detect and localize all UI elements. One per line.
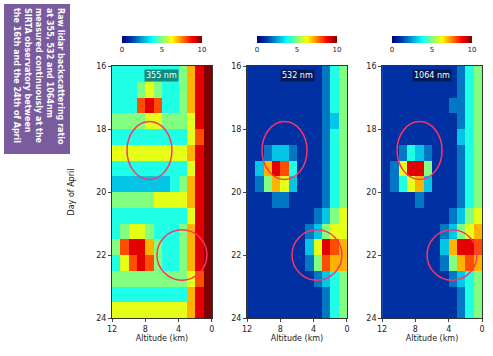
svg-text:18: 18 <box>96 125 106 134</box>
svg-text:24: 24 <box>231 314 241 323</box>
svg-text:Day of April: Day of April <box>67 169 76 216</box>
svg-text:0: 0 <box>390 46 394 54</box>
svg-text:16: 16 <box>96 62 106 71</box>
svg-text:24: 24 <box>366 314 376 323</box>
svg-text:1064 nm: 1064 nm <box>414 71 450 80</box>
svg-text:0: 0 <box>479 325 484 334</box>
svg-text:Altitude (km): Altitude (km) <box>271 334 323 343</box>
svg-text:20: 20 <box>96 188 106 197</box>
svg-text:4: 4 <box>176 325 181 334</box>
svg-text:355 nm: 355 nm <box>146 71 177 80</box>
svg-text:5: 5 <box>430 46 434 54</box>
svg-text:Altitude (km): Altitude (km) <box>136 334 188 343</box>
svg-text:24: 24 <box>96 314 106 323</box>
svg-text:4: 4 <box>311 325 316 334</box>
html-text:Raw lidar backscattering ratio: Raw lidar backscattering ratio at 355, 5… <box>12 8 65 145</box>
svg-text:18: 18 <box>231 125 241 134</box>
svg-text:0: 0 <box>209 325 214 334</box>
svg-text:20: 20 <box>231 188 241 197</box>
svg-text:20: 20 <box>366 188 376 197</box>
svg-text:16: 16 <box>231 62 241 71</box>
svg-text:22: 22 <box>96 251 106 260</box>
svg-text:18: 18 <box>366 125 376 134</box>
svg-text:5: 5 <box>295 46 299 54</box>
svg-text:10: 10 <box>333 46 342 54</box>
svg-text:0: 0 <box>344 325 349 334</box>
svg-text:12: 12 <box>377 325 387 334</box>
svg-text:22: 22 <box>231 251 241 260</box>
svg-text:532 nm: 532 nm <box>282 71 313 80</box>
svg-text:0: 0 <box>120 46 124 54</box>
svg-text:0: 0 <box>255 46 259 54</box>
svg-text:8: 8 <box>143 325 148 334</box>
svg-text:12: 12 <box>107 325 117 334</box>
svg-text:8: 8 <box>413 325 418 334</box>
svg-text:5: 5 <box>160 46 164 54</box>
svg-text:12: 12 <box>242 325 252 334</box>
svg-text:4: 4 <box>446 325 451 334</box>
svg-text:10: 10 <box>197 46 206 54</box>
svg-text:8: 8 <box>278 325 283 334</box>
svg-text:10: 10 <box>468 46 477 54</box>
svg-text:22: 22 <box>366 251 376 260</box>
svg-text:Altitude (km): Altitude (km) <box>406 334 458 343</box>
svg-text:16: 16 <box>366 62 376 71</box>
